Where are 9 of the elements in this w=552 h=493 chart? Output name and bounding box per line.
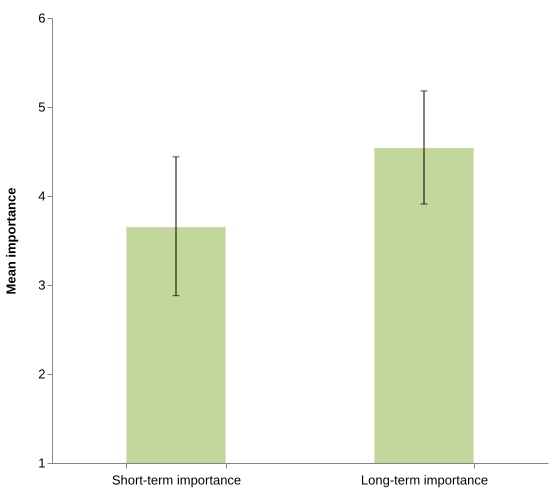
x-tick-label: Long-term importance: [360, 472, 488, 488]
y-tick-label: 4: [38, 188, 46, 204]
y-axis-title: Mean importance: [3, 188, 18, 294]
x-tick-label: Short-term importance: [112, 472, 242, 488]
y-tick-label: 1: [38, 456, 46, 470]
y-tick-label: 3: [38, 278, 46, 292]
y-tick-label: 5: [38, 100, 46, 114]
y-tick-label: 6: [38, 10, 46, 26]
y-tick-label: 2: [38, 366, 46, 382]
